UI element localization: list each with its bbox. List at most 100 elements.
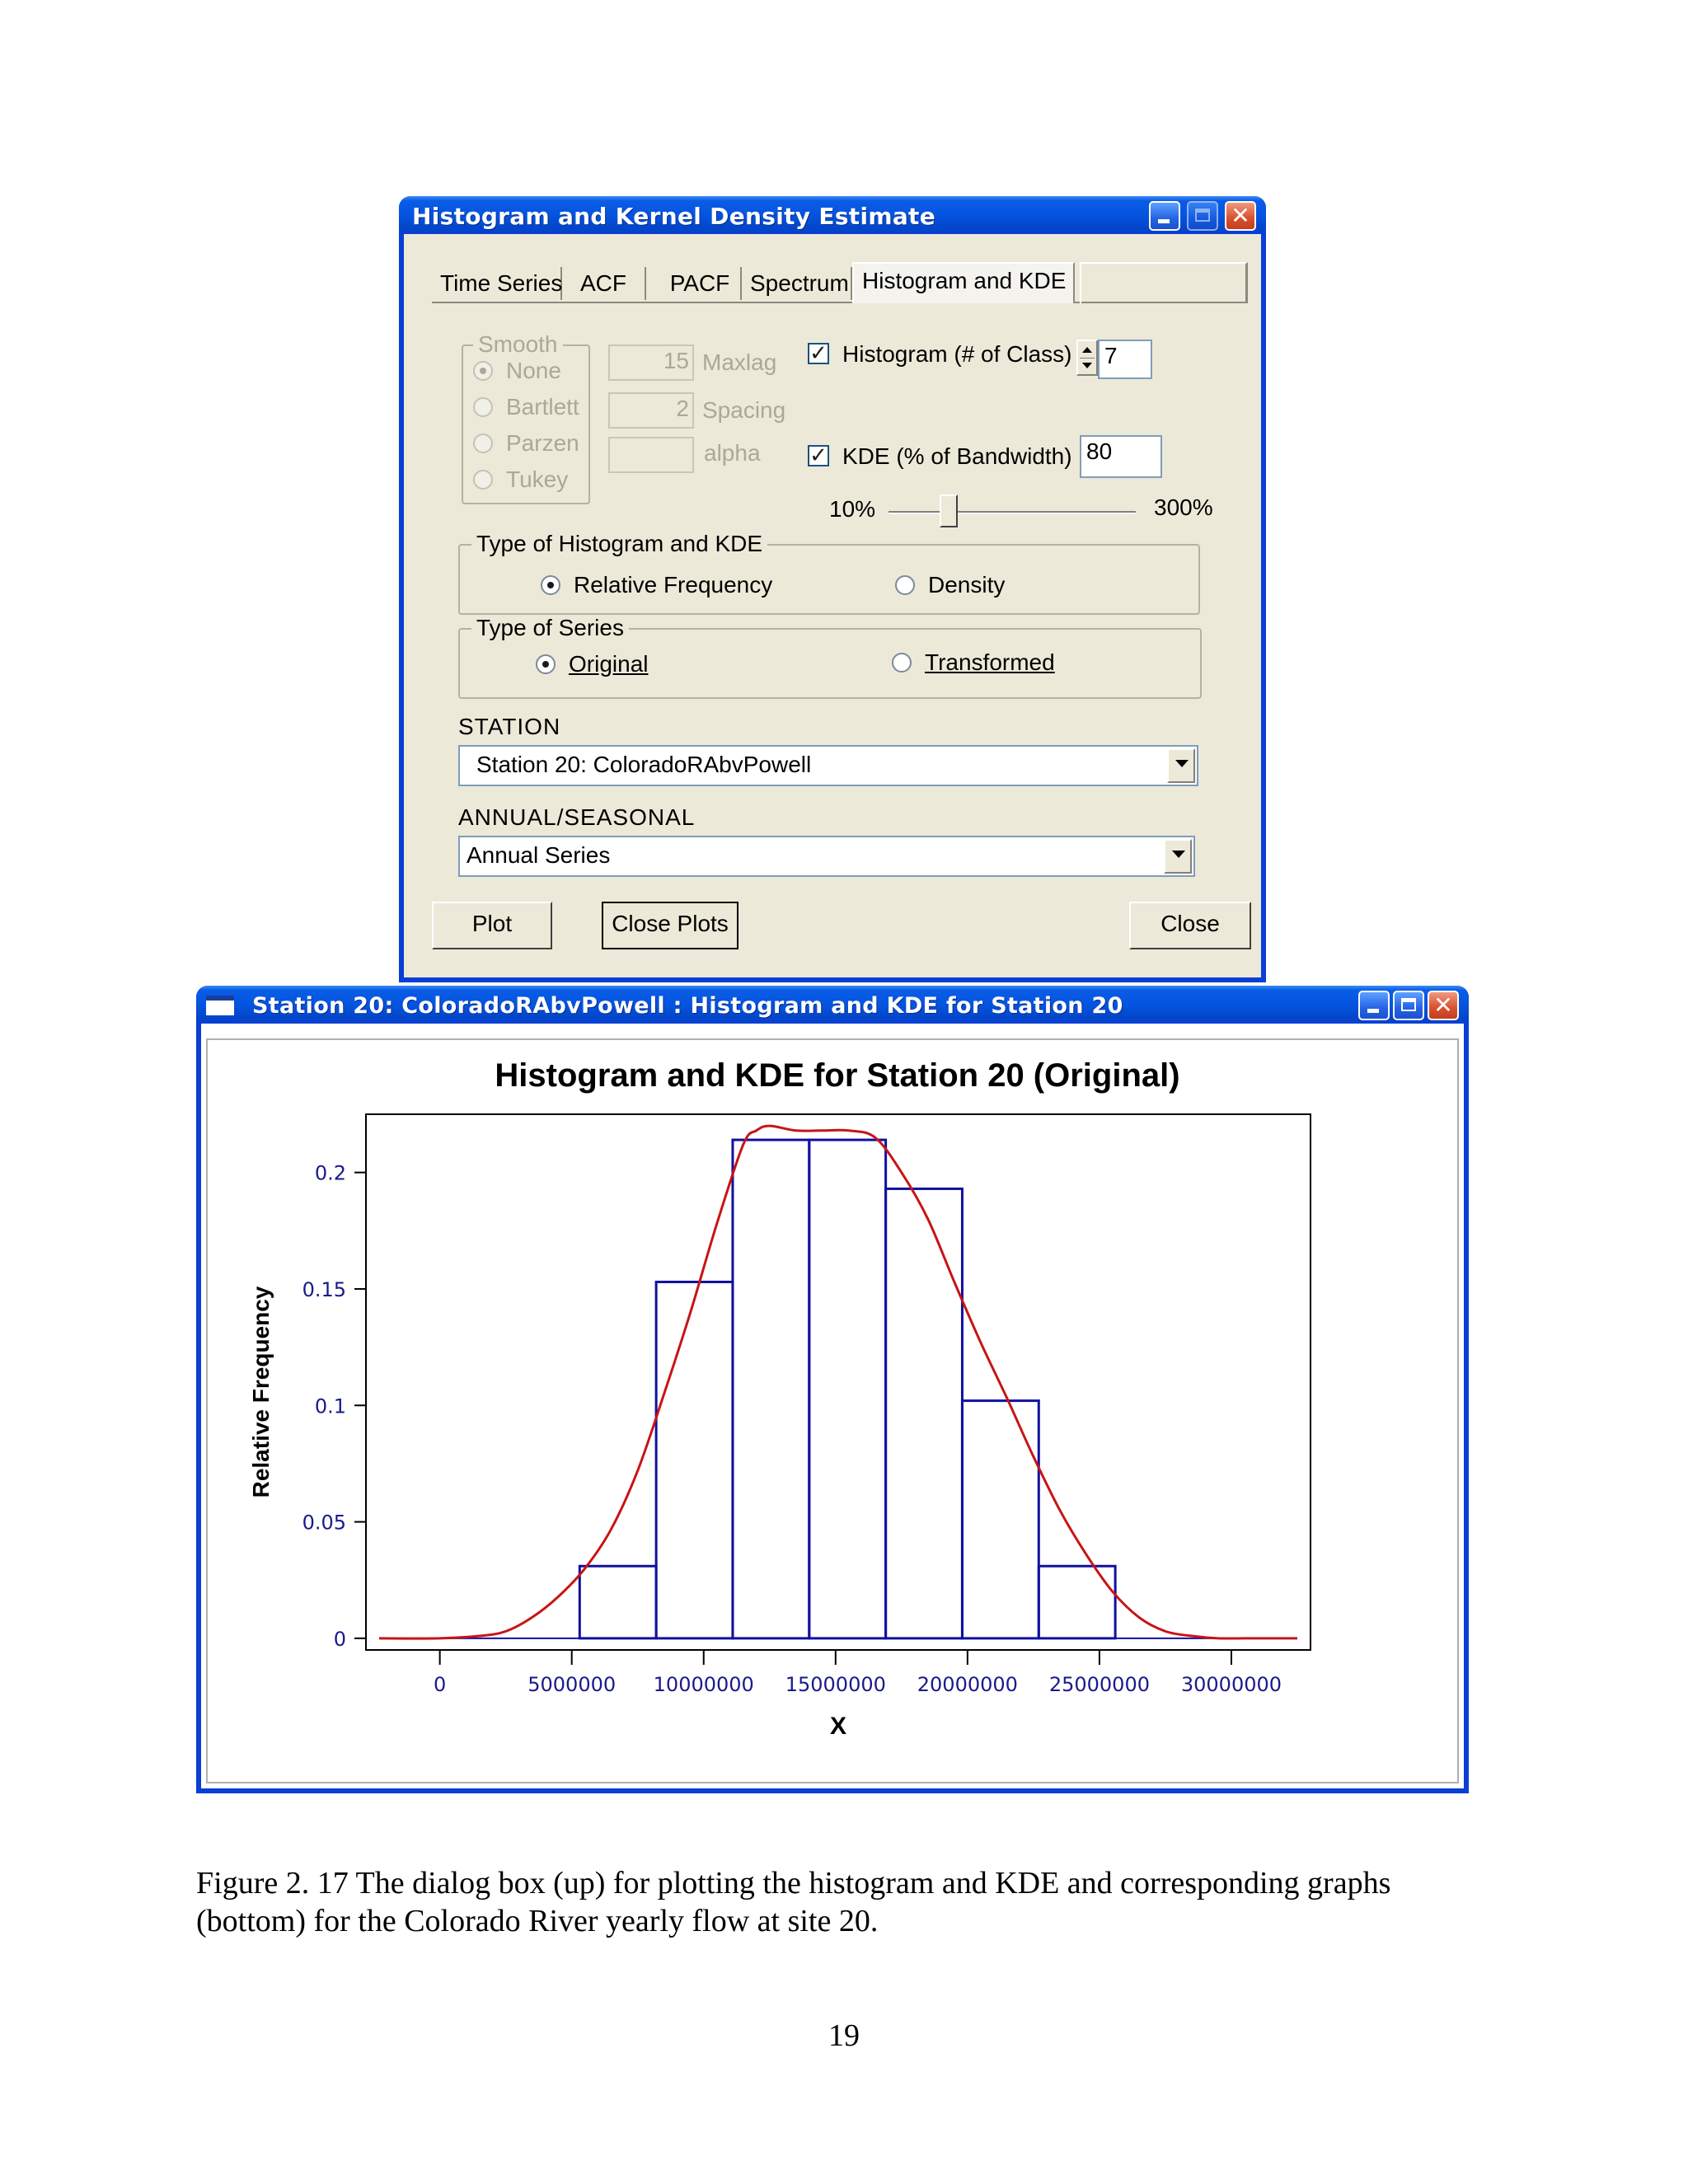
x-axis-label: X <box>830 1713 846 1740</box>
maximize-icon <box>1401 998 1416 1011</box>
histogram-bar <box>808 1138 888 1640</box>
slider-max-label: 300% <box>1154 494 1213 520</box>
plot-button[interactable]: Plot <box>432 902 552 949</box>
chart-title: Histogram and KDE for Station 20 (Origin… <box>495 1057 1179 1094</box>
plot-titlebar[interactable]: Station 20: ColoradoRAbvPowell : Histogr… <box>196 986 1469 1024</box>
annual-seasonal-label: ANNUAL/SEASONAL <box>458 804 696 830</box>
original-label[interactable]: Original <box>569 651 649 677</box>
annual-seasonal-value: Annual Series <box>467 842 611 868</box>
station-select[interactable]: Station 20: ColoradoRAbvPowell <box>458 745 1198 786</box>
density-radio[interactable] <box>895 575 915 595</box>
dialog-titlebar[interactable]: Histogram and Kernel Density Estimate ✕ <box>399 196 1266 234</box>
minimize-button[interactable] <box>1358 991 1390 1020</box>
class-count-spinner[interactable] <box>1076 340 1098 376</box>
smooth-group: Smooth <box>462 331 590 504</box>
station-value: Station 20: ColoradoRAbvPowell <box>476 752 812 777</box>
histogram-bar <box>1037 1564 1117 1640</box>
series-type-group: Type of Series <box>458 615 1202 699</box>
spin-up-icon[interactable] <box>1082 347 1092 353</box>
dialog-title: Histogram and Kernel Density Estimate <box>412 203 936 230</box>
tab-time-series[interactable]: Time Series <box>432 267 562 300</box>
histogram-bar <box>654 1280 734 1640</box>
tab-acf[interactable]: ACF <box>562 267 646 300</box>
close-window-button[interactable]: ✕ <box>1225 201 1256 231</box>
spacing-field: 2 <box>608 392 694 429</box>
class-count-field[interactable]: 7 <box>1098 340 1152 379</box>
relative-frequency-radio[interactable] <box>541 575 560 595</box>
x-tick-label: 5000000 <box>528 1673 616 1696</box>
bandwidth-slider-track[interactable] <box>889 511 1136 514</box>
figure-caption: Figure 2. 17 The dialog box (up) for plo… <box>196 1866 1391 1938</box>
annual-seasonal-select[interactable]: Annual Series <box>458 836 1195 877</box>
x-tick-label: 20000000 <box>917 1673 1018 1696</box>
chevron-down-icon[interactable] <box>1167 748 1195 783</box>
x-tick-label: 25000000 <box>1049 1673 1150 1696</box>
histogram-label: Histogram (# of Class) <box>842 341 1072 367</box>
histogram-bar <box>731 1138 811 1640</box>
kde-checkbox[interactable]: ✓ <box>808 443 829 467</box>
alpha-field <box>608 437 694 473</box>
kde-curve-layer <box>379 1124 1297 1640</box>
transformed-label[interactable]: Transformed <box>925 649 1055 675</box>
close-plots-button[interactable]: Close Plots <box>602 902 738 949</box>
plot-window: Station 20: ColoradoRAbvPowell : Histogr… <box>196 986 1469 1793</box>
maximize-icon <box>1195 209 1210 222</box>
maximize-button <box>1187 201 1218 231</box>
x-tick-label: 0 <box>434 1673 446 1696</box>
plot-window-title: Station 20: ColoradoRAbvPowell : Histogr… <box>252 993 1123 1019</box>
kde-curve <box>379 1124 1297 1640</box>
x-axis-ticks: 0 5000000 10000000 15000000 20000000 25000000… <box>434 1650 1282 1696</box>
station-label: STATION <box>458 714 561 739</box>
alpha-label: alpha <box>704 440 761 466</box>
close-icon: ✕ <box>1231 203 1250 228</box>
tab-spectrum[interactable]: Spectrum <box>742 267 852 300</box>
histogram-type-title: Type of Histogram and KDE <box>471 531 768 557</box>
minimize-button[interactable] <box>1149 201 1180 231</box>
page-number: 19 <box>828 2018 860 2053</box>
y-tick-label: 0.15 <box>302 1278 346 1301</box>
x-tick-label: 30000000 <box>1181 1673 1282 1696</box>
tab-divider <box>432 302 1248 303</box>
histogram-bars <box>379 1138 1297 1640</box>
histogram-type-group: Type of Histogram and KDE <box>458 531 1200 615</box>
window-icon <box>206 996 234 1015</box>
kde-label: KDE (% of Bandwidth) <box>842 443 1072 469</box>
series-type-title: Type of Series <box>471 615 629 641</box>
close-icon: ✕ <box>1433 992 1453 1018</box>
maxlag-label: Maxlag <box>702 349 777 375</box>
bandwidth-field[interactable]: 80 <box>1080 435 1162 478</box>
smooth-tukey-radio <box>473 470 493 490</box>
y-tick-label: 0.05 <box>302 1511 346 1535</box>
tab-histogram-kde[interactable]: Histogram and KDE <box>852 262 1075 303</box>
histogram-kde-chart: Histogram and KDE for Station 20 (Origin… <box>248 1057 1311 1740</box>
spacing-label: Spacing <box>702 397 786 423</box>
smooth-none-radio <box>473 361 493 381</box>
original-radio[interactable] <box>536 654 556 674</box>
y-tick-label: 0.2 <box>315 1162 346 1185</box>
smooth-bartlett-label: Bartlett <box>506 394 579 419</box>
histogram-checkbox[interactable]: ✓ <box>808 340 829 365</box>
close-button[interactable]: Close <box>1129 902 1251 949</box>
smooth-parzen-radio <box>473 434 493 453</box>
plot-area <box>365 1113 1311 1651</box>
x-tick-label: 10000000 <box>654 1673 754 1696</box>
smooth-group-title: Smooth <box>473 331 563 358</box>
y-axis-label: Relative Frequency <box>248 1286 274 1497</box>
bandwidth-slider-thumb[interactable] <box>940 494 958 527</box>
histogram-bar <box>884 1187 964 1640</box>
spin-down-icon[interactable] <box>1082 363 1092 368</box>
chevron-down-icon[interactable] <box>1164 839 1192 874</box>
maximize-button[interactable] <box>1393 991 1424 1020</box>
minimize-icon <box>1367 1009 1379 1013</box>
transformed-radio[interactable] <box>892 653 912 673</box>
histogram-kde-dialog: Histogram and Kernel Density Estimate ✕ … <box>399 196 1266 982</box>
density-label[interactable]: Density <box>928 572 1006 598</box>
tab-pacf[interactable]: PACF <box>659 267 742 300</box>
relative-frequency-label[interactable]: Relative Frequency <box>574 572 773 598</box>
close-window-button[interactable]: ✕ <box>1428 991 1459 1020</box>
y-axis-ticks: 0 0.05 0.1 0.15 0.2 <box>302 1162 366 1651</box>
smooth-none-label: None <box>506 358 561 383</box>
y-tick-label: 0 <box>334 1628 346 1651</box>
tab-strip-end <box>1080 262 1248 303</box>
slider-min-label: 10% <box>829 496 876 522</box>
